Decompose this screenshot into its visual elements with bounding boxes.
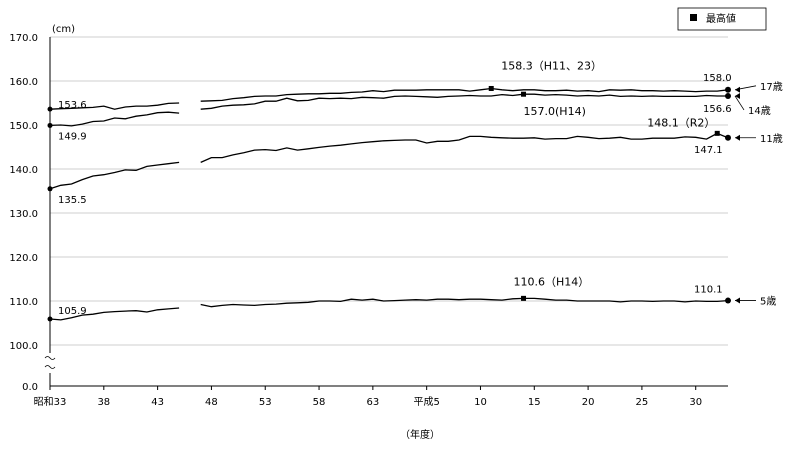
- series-label-arrow: [734, 95, 745, 111]
- legend: 最高値: [677, 7, 767, 31]
- arrowhead-icon: [735, 86, 740, 93]
- x-tick-label: 昭和33: [34, 396, 67, 408]
- series-start-point: [47, 316, 53, 322]
- y-tick-label: 130.0: [9, 209, 38, 220]
- x-tick-label: 48: [205, 397, 218, 408]
- y-tick-label: 140.0: [9, 165, 38, 176]
- value-annotation: 156.6: [703, 104, 732, 115]
- series-start-point: [47, 122, 53, 128]
- x-tick-label: 30: [689, 397, 702, 408]
- value-annotation: 148.1（R2）: [647, 116, 715, 129]
- series-line: [49, 307, 180, 321]
- y-tick-label: 0.0: [22, 382, 38, 393]
- series-name-label: 5歳: [760, 296, 776, 308]
- x-tick-label: 平成5: [413, 396, 439, 408]
- series-line: [49, 102, 180, 110]
- series-end-point: [725, 134, 731, 141]
- arrowhead-icon: [735, 92, 740, 99]
- y-tick-label: 110.0: [9, 297, 38, 308]
- series-start-point: [47, 106, 53, 112]
- series-end-point: [725, 86, 731, 93]
- x-tick-label: 20: [582, 397, 595, 408]
- y-tick-label: 100.0: [9, 341, 38, 352]
- value-annotation: 147.1: [694, 145, 723, 156]
- series-line: [200, 93, 728, 110]
- x-tick-label: 58: [313, 397, 326, 408]
- max-value-marker: [521, 91, 527, 97]
- series-line: [49, 161, 180, 190]
- axis-break-mark-icon: [44, 356, 56, 360]
- arrowhead-icon: [735, 297, 740, 304]
- series-line: [200, 132, 729, 163]
- x-tick-label: 63: [366, 397, 379, 408]
- value-annotation: 157.0(H14): [524, 105, 586, 118]
- max-value-marker: [714, 130, 720, 136]
- x-tick-label: 53: [259, 397, 272, 408]
- value-annotation: 135.5: [58, 195, 87, 206]
- series-name-label: 11歳: [760, 133, 783, 145]
- max-value-marker: [521, 295, 527, 301]
- x-tick-label: 25: [636, 397, 649, 408]
- series-line: [200, 297, 729, 308]
- series-name-label: 17歳: [760, 81, 783, 93]
- value-annotation: 158.0: [703, 73, 732, 84]
- value-annotation: 149.9: [58, 131, 87, 142]
- x-tick-label: 43: [151, 397, 164, 408]
- y-tick-label: 170.0: [9, 33, 38, 44]
- y-tick-label: 150.0: [9, 121, 38, 132]
- legend-marker-icon: [690, 14, 697, 21]
- axis-break-mark-icon: [44, 365, 56, 369]
- x-tick-label: 38: [97, 397, 110, 408]
- legend-box: [677, 7, 767, 31]
- value-annotation: 110.1: [694, 285, 723, 296]
- x-axis-label: （年度）: [400, 428, 440, 441]
- series-name-label: 14歳: [748, 105, 771, 117]
- x-tick-label: 15: [528, 397, 541, 408]
- series-end-point: [725, 297, 731, 304]
- value-annotation: 110.6（H14）: [514, 275, 590, 288]
- value-annotation: 153.6: [58, 100, 87, 111]
- x-tick-label: 10: [474, 397, 487, 408]
- arrowhead-icon: [735, 134, 740, 141]
- value-annotation: 158.3（H11、23）: [501, 59, 602, 72]
- y-tick-label: 120.0: [9, 253, 38, 264]
- series-end-point: [725, 92, 731, 99]
- series-line: [200, 87, 729, 102]
- legend-label: 最高値: [706, 12, 736, 25]
- series-line: [49, 111, 180, 127]
- value-annotation: 105.9: [58, 306, 87, 317]
- max-value-marker: [488, 85, 494, 91]
- y-tick-label: 160.0: [9, 77, 38, 88]
- series-start-point: [47, 186, 53, 192]
- y-axis-unit-label: (cm): [52, 24, 75, 35]
